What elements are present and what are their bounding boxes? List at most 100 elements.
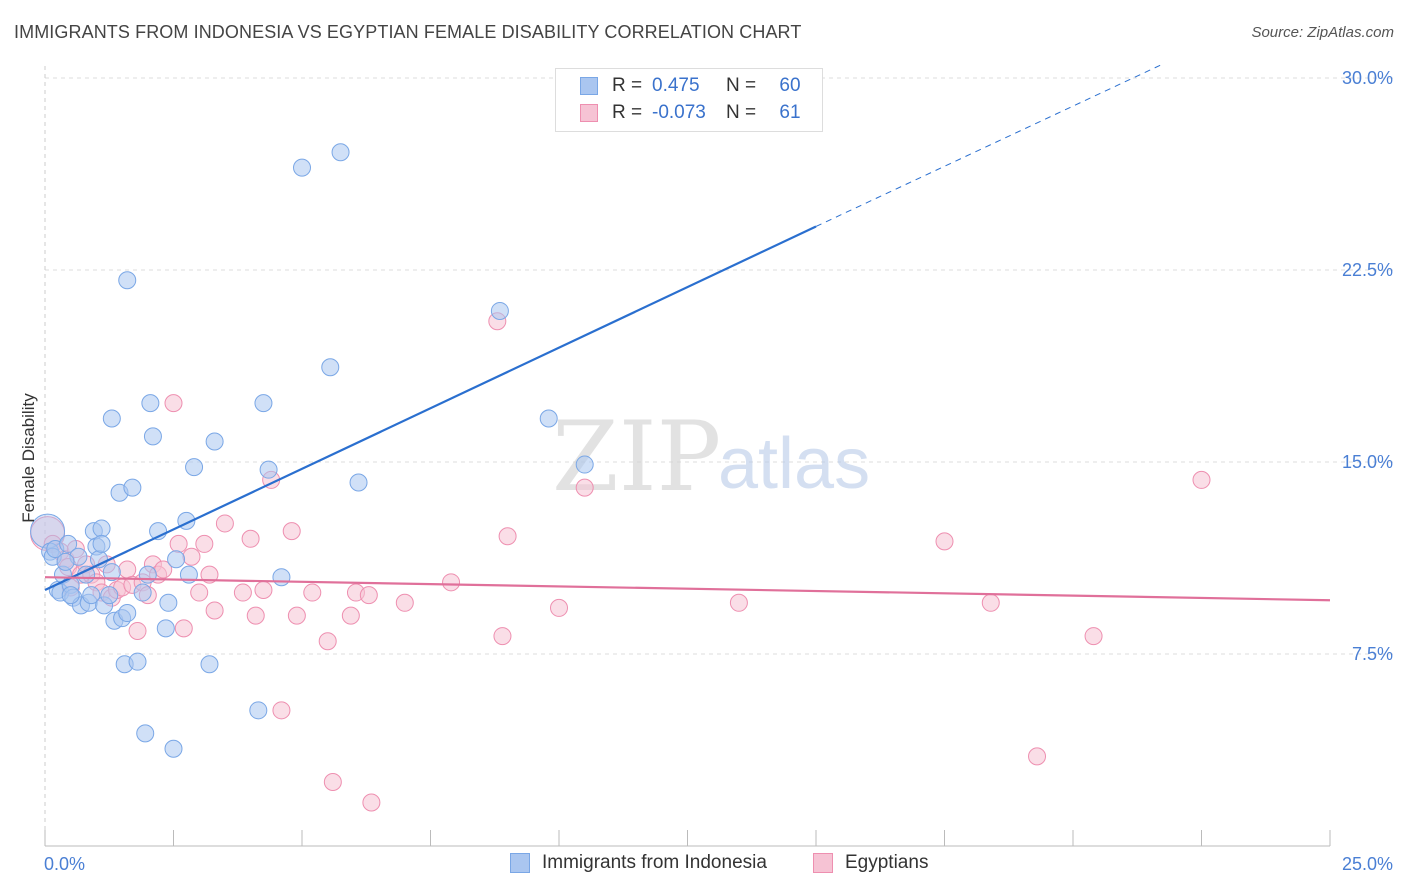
legend-row-indonesia: R = 0.475 N = 60 bbox=[580, 73, 810, 99]
legend-r-value: 0.475 bbox=[652, 75, 700, 96]
egyptian-point bbox=[246, 606, 265, 625]
axes bbox=[44, 66, 1331, 847]
egyptian-point bbox=[550, 598, 568, 617]
indonesia-point bbox=[185, 458, 204, 477]
tick-labels: 7.5% 15.0% 22.5% 30.0% 0.0% 25.0% bbox=[44, 68, 1393, 874]
indonesia-point bbox=[123, 478, 142, 497]
x-tick-label: 25.0% bbox=[1342, 854, 1393, 874]
egyptian-point bbox=[190, 583, 209, 602]
bottom-legend-label: Egyptians bbox=[845, 852, 929, 873]
indonesia-point bbox=[321, 358, 340, 377]
chart-title: IMMIGRANTS FROM INDONESIA VS EGYPTIAN FE… bbox=[14, 22, 802, 42]
bottom-swatch-pink bbox=[813, 853, 833, 873]
indonesia-point bbox=[349, 473, 368, 492]
egyptian-point bbox=[318, 632, 337, 651]
egyptian-point bbox=[118, 560, 137, 579]
egyptian-point bbox=[442, 573, 461, 592]
indonesia-point bbox=[118, 604, 137, 623]
trend-line-indonesia bbox=[44, 225, 817, 591]
source-label: Source: ZipAtlas.com bbox=[1251, 24, 1394, 41]
indonesia-point bbox=[59, 534, 78, 553]
legend-r-label: R = bbox=[612, 75, 643, 96]
correlation-legend: R = 0.475 N = 60 R = -0.073 N = 61 bbox=[555, 68, 823, 132]
indonesia-point bbox=[164, 739, 183, 758]
indonesia-point bbox=[331, 143, 350, 162]
trend-line-indonesia-extension bbox=[815, 64, 1161, 227]
indonesia-point bbox=[200, 655, 219, 674]
egyptian-point bbox=[303, 583, 322, 602]
egyptian-point bbox=[1192, 470, 1211, 489]
indonesia-point bbox=[141, 394, 160, 413]
indonesia-point bbox=[254, 394, 273, 413]
egyptian-point bbox=[205, 601, 224, 620]
egyptian-point bbox=[341, 606, 360, 625]
egyptian-point bbox=[215, 514, 234, 533]
series-egyptians-points bbox=[30, 312, 1211, 812]
egyptian-point bbox=[195, 534, 214, 553]
y-axis-label: Female Disability bbox=[19, 393, 38, 523]
indonesia-point bbox=[61, 586, 80, 605]
y-tick-label: 22.5% bbox=[1342, 260, 1393, 280]
trend-line-egyptians bbox=[44, 576, 1331, 602]
indonesia-point bbox=[259, 460, 278, 479]
indonesia-point bbox=[167, 550, 186, 569]
indonesia-point bbox=[293, 158, 311, 177]
egyptian-point bbox=[200, 565, 219, 584]
egyptian-point bbox=[254, 581, 273, 599]
egyptian-point bbox=[1028, 747, 1047, 766]
indonesia-point bbox=[56, 552, 75, 571]
watermark-zip: ZIP bbox=[552, 401, 721, 513]
egyptian-point bbox=[935, 532, 954, 551]
y-tick-label: 15.0% bbox=[1342, 452, 1393, 472]
egyptian-point bbox=[164, 394, 183, 413]
egyptian-point bbox=[287, 606, 306, 625]
legend-swatch-pink bbox=[580, 104, 598, 122]
bottom-legend-egyptians: Egyptians bbox=[813, 852, 928, 874]
indonesia-point bbox=[156, 619, 175, 638]
indonesia-point bbox=[138, 565, 157, 584]
indonesia-point bbox=[490, 301, 509, 320]
egyptian-point bbox=[282, 522, 301, 541]
egyptian-point bbox=[174, 619, 193, 638]
egyptian-point bbox=[359, 586, 378, 605]
egyptian-point bbox=[182, 547, 201, 566]
bottom-legend-indonesia: Immigrants from Indonesia bbox=[510, 852, 767, 874]
indonesia-point bbox=[143, 427, 162, 446]
legend-n-label: N = bbox=[726, 102, 757, 123]
indonesia-point bbox=[539, 409, 558, 428]
indonesia-point bbox=[102, 409, 121, 428]
watermark-atlas: atlas bbox=[718, 424, 870, 504]
indonesia-point bbox=[159, 593, 178, 612]
egyptian-point bbox=[981, 593, 1000, 612]
indonesia-point bbox=[136, 724, 155, 743]
legend-r-label: R = bbox=[612, 102, 643, 123]
egyptian-point bbox=[395, 593, 414, 612]
indonesia-point bbox=[249, 701, 268, 720]
egyptian-point bbox=[575, 478, 594, 497]
egyptian-point bbox=[272, 701, 291, 720]
x-tick-label: 0.0% bbox=[44, 854, 85, 874]
trend-lines bbox=[44, 64, 1331, 602]
indonesia-point bbox=[100, 586, 119, 605]
egyptian-point bbox=[1084, 627, 1103, 646]
indonesia-point bbox=[102, 563, 121, 582]
egyptian-point bbox=[323, 773, 342, 791]
legend-row-egyptians: R = -0.073 N = 61 bbox=[580, 100, 810, 126]
indonesia-point bbox=[82, 586, 101, 605]
watermark: ZIP atlas bbox=[552, 401, 870, 513]
egyptian-point bbox=[493, 627, 512, 646]
egyptian-point bbox=[169, 534, 188, 553]
egyptian-point bbox=[233, 583, 252, 602]
legend-n-label: N = bbox=[726, 75, 757, 96]
indonesia-point bbox=[118, 271, 137, 290]
egyptian-point bbox=[498, 527, 517, 546]
indonesia-point bbox=[272, 568, 291, 587]
indonesia-point bbox=[92, 534, 111, 553]
indonesia-point bbox=[575, 455, 594, 474]
y-tick-label: 30.0% bbox=[1342, 68, 1393, 88]
legend-r-value: -0.073 bbox=[652, 102, 706, 123]
indonesia-point bbox=[205, 432, 224, 451]
indonesia-point bbox=[128, 652, 147, 671]
series-indonesia-points bbox=[30, 143, 594, 758]
